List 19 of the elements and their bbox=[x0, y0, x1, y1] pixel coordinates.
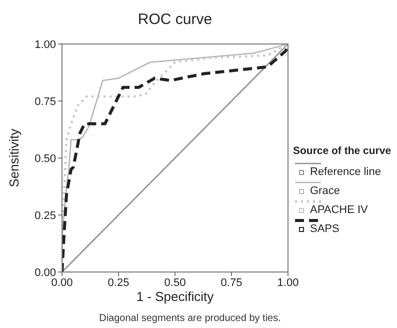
chart-title: ROC curve bbox=[136, 11, 214, 28]
x-tick-label: 0.00 bbox=[51, 276, 73, 289]
x-tick-label: 1.00 bbox=[277, 276, 299, 289]
legend-label: Reference line bbox=[310, 166, 381, 178]
text: Diagonal segments are produced by ties. bbox=[98, 313, 282, 324]
legend-label: SAPS bbox=[310, 223, 340, 235]
y-tick-label: 0.75 bbox=[34, 96, 56, 108]
y-tick-label: 1.00 bbox=[34, 38, 56, 51]
legend-title: Source of the curve bbox=[293, 145, 392, 157]
legend-label: APACHE IV bbox=[310, 204, 368, 216]
y-tick-label: 0.00 bbox=[34, 266, 56, 279]
y-axis-title: Sensitivity bbox=[6, 128, 22, 188]
x-tick-label: 0.50 bbox=[164, 276, 186, 289]
y-tick-label: 0.25 bbox=[34, 210, 56, 222]
legend-label: Grace bbox=[310, 185, 340, 197]
x-tick-label: 0.25 bbox=[108, 276, 130, 289]
x-axis-title: 1 - Specificity bbox=[136, 289, 214, 304]
x-tick-label: 0.75 bbox=[220, 276, 242, 289]
y-tick-label: 0.50 bbox=[34, 152, 56, 165]
